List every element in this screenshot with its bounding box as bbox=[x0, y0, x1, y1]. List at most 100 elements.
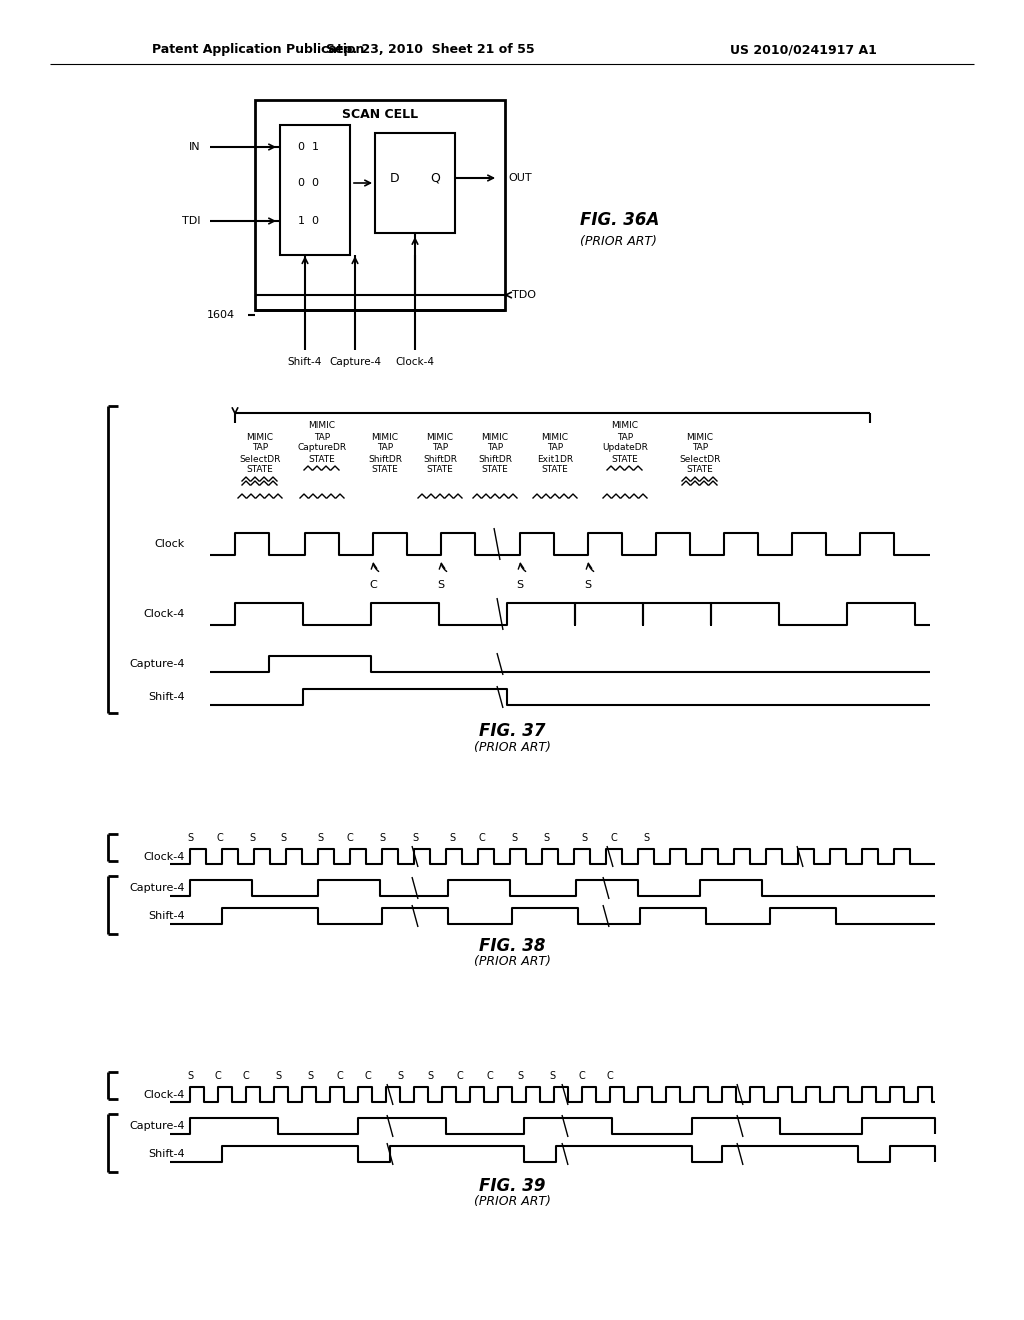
Text: FIG. 38: FIG. 38 bbox=[479, 937, 545, 954]
Text: C: C bbox=[486, 1071, 494, 1081]
Text: UpdateDR: UpdateDR bbox=[602, 444, 648, 453]
Text: S: S bbox=[187, 833, 194, 843]
Text: MIMIC: MIMIC bbox=[542, 433, 568, 441]
Text: MIMIC: MIMIC bbox=[427, 433, 454, 441]
Text: 1  0: 1 0 bbox=[298, 216, 318, 226]
Text: ShiftDR: ShiftDR bbox=[368, 454, 402, 463]
Text: S: S bbox=[585, 579, 592, 590]
Text: S: S bbox=[274, 1071, 281, 1081]
Text: Patent Application Publication: Patent Application Publication bbox=[152, 44, 365, 57]
Bar bbox=[255, 100, 505, 310]
Text: C: C bbox=[243, 1071, 250, 1081]
Text: TDO: TDO bbox=[512, 290, 536, 300]
Text: Clock-4: Clock-4 bbox=[143, 609, 185, 619]
Text: FIG. 39: FIG. 39 bbox=[479, 1177, 545, 1195]
Text: IN: IN bbox=[188, 143, 200, 152]
Text: Capture-4: Capture-4 bbox=[129, 659, 185, 669]
Text: SCAN CELL: SCAN CELL bbox=[342, 107, 418, 120]
Text: TAP: TAP bbox=[487, 444, 503, 453]
Text: Shift-4: Shift-4 bbox=[148, 1148, 185, 1159]
Text: SelectDR: SelectDR bbox=[679, 454, 721, 463]
Text: SelectDR: SelectDR bbox=[240, 454, 281, 463]
Text: S: S bbox=[427, 1071, 433, 1081]
Text: TAP: TAP bbox=[432, 444, 449, 453]
Text: MIMIC: MIMIC bbox=[481, 433, 509, 441]
Text: STATE: STATE bbox=[481, 466, 508, 474]
Text: S: S bbox=[516, 579, 523, 590]
Text: D: D bbox=[390, 172, 399, 185]
Bar bbox=[280, 125, 350, 255]
Text: STATE: STATE bbox=[372, 466, 398, 474]
Text: Clock: Clock bbox=[155, 539, 185, 549]
Text: FIG. 36A: FIG. 36A bbox=[580, 211, 659, 228]
Text: Shift-4: Shift-4 bbox=[148, 911, 185, 921]
Text: STATE: STATE bbox=[542, 466, 568, 474]
Text: Sep. 23, 2010  Sheet 21 of 55: Sep. 23, 2010 Sheet 21 of 55 bbox=[326, 44, 535, 57]
Text: (PRIOR ART): (PRIOR ART) bbox=[473, 956, 551, 969]
Text: C: C bbox=[215, 1071, 221, 1081]
Text: C: C bbox=[457, 1071, 464, 1081]
Text: TAP: TAP bbox=[314, 433, 330, 441]
Text: S: S bbox=[187, 1071, 194, 1081]
Text: Capture-4: Capture-4 bbox=[129, 883, 185, 894]
Text: TAP: TAP bbox=[377, 444, 393, 453]
Text: Shift-4: Shift-4 bbox=[288, 356, 323, 367]
Text: Shift-4: Shift-4 bbox=[148, 692, 185, 702]
Text: S: S bbox=[511, 833, 517, 843]
Text: STATE: STATE bbox=[308, 454, 336, 463]
Text: Clock-4: Clock-4 bbox=[143, 851, 185, 862]
Text: 0  1: 0 1 bbox=[298, 143, 318, 152]
Text: (PRIOR ART): (PRIOR ART) bbox=[473, 742, 551, 755]
Text: 1604: 1604 bbox=[207, 310, 234, 319]
Text: S: S bbox=[412, 833, 418, 843]
Text: Q: Q bbox=[430, 172, 440, 185]
Text: C: C bbox=[478, 833, 485, 843]
Bar bbox=[375, 133, 455, 234]
Text: S: S bbox=[517, 1071, 523, 1081]
Text: S: S bbox=[397, 1071, 403, 1081]
Text: C: C bbox=[217, 833, 223, 843]
Text: STATE: STATE bbox=[687, 466, 714, 474]
Text: S: S bbox=[280, 833, 286, 843]
Text: TAP: TAP bbox=[616, 433, 633, 441]
Text: Exit1DR: Exit1DR bbox=[537, 454, 573, 463]
Text: C: C bbox=[610, 833, 617, 843]
Text: S: S bbox=[307, 1071, 313, 1081]
Text: MIMIC: MIMIC bbox=[308, 421, 336, 430]
Text: MIMIC: MIMIC bbox=[247, 433, 273, 441]
Text: Clock-4: Clock-4 bbox=[143, 1089, 185, 1100]
Text: C: C bbox=[337, 1071, 343, 1081]
Text: 0  0: 0 0 bbox=[298, 178, 318, 187]
Text: ShiftDR: ShiftDR bbox=[423, 454, 457, 463]
Text: C: C bbox=[606, 1071, 613, 1081]
Text: STATE: STATE bbox=[611, 454, 638, 463]
Text: C: C bbox=[369, 579, 377, 590]
Text: S: S bbox=[543, 833, 549, 843]
Text: S: S bbox=[317, 833, 323, 843]
Text: S: S bbox=[437, 579, 444, 590]
Text: CaptureDR: CaptureDR bbox=[297, 444, 346, 453]
Text: C: C bbox=[347, 833, 353, 843]
Text: Capture-4: Capture-4 bbox=[129, 1121, 185, 1131]
Text: FIG. 37: FIG. 37 bbox=[479, 722, 545, 741]
Text: Capture-4: Capture-4 bbox=[329, 356, 381, 367]
Text: TAP: TAP bbox=[692, 444, 708, 453]
Text: MIMIC: MIMIC bbox=[611, 421, 639, 430]
Text: Clock-4: Clock-4 bbox=[395, 356, 434, 367]
Text: STATE: STATE bbox=[247, 466, 273, 474]
Text: S: S bbox=[449, 833, 455, 843]
Text: US 2010/0241917 A1: US 2010/0241917 A1 bbox=[730, 44, 877, 57]
Text: (PRIOR ART): (PRIOR ART) bbox=[580, 235, 656, 248]
Text: MIMIC: MIMIC bbox=[372, 433, 398, 441]
Text: TAP: TAP bbox=[252, 444, 268, 453]
Text: ShiftDR: ShiftDR bbox=[478, 454, 512, 463]
Text: S: S bbox=[249, 833, 255, 843]
Text: OUT: OUT bbox=[508, 173, 531, 183]
Text: (PRIOR ART): (PRIOR ART) bbox=[473, 1196, 551, 1209]
Text: C: C bbox=[579, 1071, 586, 1081]
Text: S: S bbox=[643, 833, 649, 843]
Text: STATE: STATE bbox=[427, 466, 454, 474]
Text: TAP: TAP bbox=[547, 444, 563, 453]
Text: S: S bbox=[581, 833, 587, 843]
Text: TDI: TDI bbox=[181, 216, 200, 226]
